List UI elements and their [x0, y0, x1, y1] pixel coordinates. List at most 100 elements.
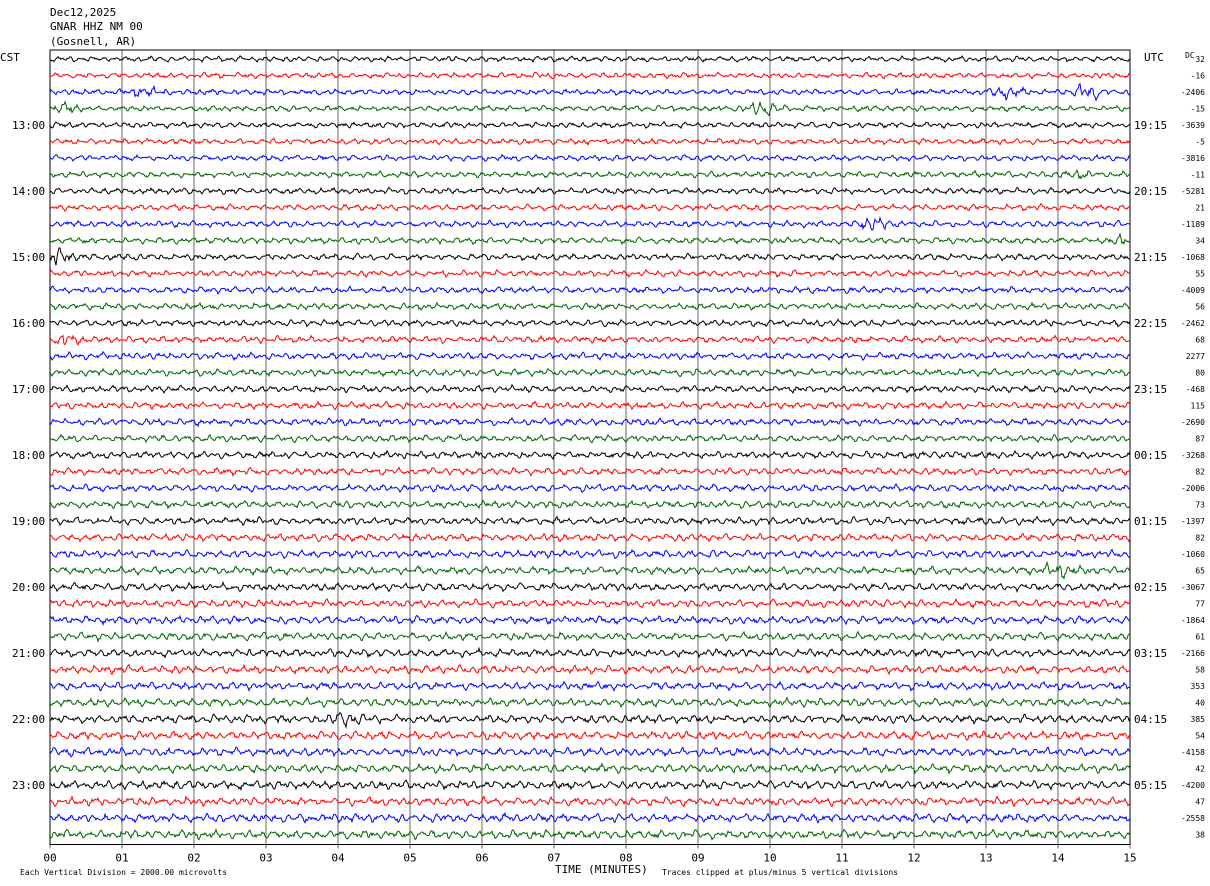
- dc-offset-label: -3268: [1181, 451, 1205, 460]
- seismic-trace: [49, 334, 1131, 346]
- dc-offset-label: 385: [1191, 715, 1206, 724]
- seismic-trace: [49, 828, 1131, 841]
- x-tick-label: 02: [187, 852, 200, 865]
- dc-offset-label: -2406: [1181, 88, 1205, 97]
- seismic-trace: [49, 285, 1131, 295]
- seismic-trace: [49, 268, 1131, 279]
- seismic-trace: [49, 433, 1131, 444]
- dc-offset-label: -1189: [1181, 220, 1205, 229]
- seismic-trace: [49, 247, 1131, 266]
- seismic-trace: [49, 630, 1131, 643]
- seismic-trace: [49, 515, 1131, 527]
- right-hour-label: 21:15: [1134, 251, 1167, 264]
- dc-offset-label: 34: [1195, 237, 1205, 246]
- seismic-trace: [49, 580, 1131, 593]
- footer-scale-note: Each Vertical Division = 2000.00 microvo…: [20, 868, 227, 877]
- grid-layer: [49, 49, 1131, 849]
- x-tick-label: 09: [691, 852, 704, 865]
- seismic-trace: [49, 186, 1131, 196]
- dc-offset-label: 55: [1195, 270, 1205, 279]
- seismic-trace: [49, 100, 1131, 117]
- x-tick-label: 06: [475, 852, 488, 865]
- dc-offset-label: 21: [1195, 204, 1205, 213]
- seismic-trace: [49, 795, 1131, 808]
- plot-frame: [49, 49, 1131, 845]
- dc-offset-label: 47: [1195, 798, 1205, 807]
- seismic-trace: [49, 597, 1131, 610]
- x-tick-label: 11: [835, 852, 848, 865]
- dc-offset-label: -5281: [1181, 187, 1205, 196]
- x-tick-label: 03: [259, 852, 272, 865]
- right-hour-label: 02:15: [1134, 581, 1167, 594]
- header-date: Dec12,2025: [50, 6, 116, 19]
- dc-offset-label: 115: [1191, 402, 1206, 411]
- dc-offset-label: 77: [1195, 600, 1205, 609]
- seismic-trace: [49, 711, 1131, 729]
- x-tick-label: 10: [763, 852, 776, 865]
- seismic-trace: [49, 55, 1131, 64]
- seismic-trace: [49, 499, 1131, 510]
- left-hour-label: 23:00: [12, 779, 45, 792]
- x-tick-label: 07: [547, 852, 560, 865]
- dc-offset-label: -2558: [1181, 814, 1205, 823]
- dc-offset-label: 32: [1195, 55, 1205, 64]
- left-hour-label: 14:00: [12, 185, 45, 198]
- footer-clip-note: Traces clipped at plus/minus 5 vertical …: [662, 868, 898, 877]
- left-hour-label: 15:00: [12, 251, 45, 264]
- dc-offset-label: 87: [1195, 435, 1205, 444]
- dc-offset-label: -4009: [1181, 286, 1205, 295]
- dc-offset-label: 61: [1195, 633, 1205, 642]
- seismic-trace: [49, 729, 1131, 741]
- dc-offset-label: -15: [1191, 105, 1206, 114]
- dc-offset-label: 82: [1195, 468, 1205, 477]
- dc-offset-label: -3067: [1181, 583, 1205, 592]
- right-timezone-label: UTC: [1144, 51, 1164, 64]
- seismic-trace: [49, 350, 1131, 362]
- dc-offset-label: 73: [1195, 501, 1205, 510]
- left-hour-label: 18:00: [12, 449, 45, 462]
- dc-offset-label: -2462: [1181, 319, 1205, 328]
- right-hour-label: 03:15: [1134, 647, 1167, 660]
- left-hour-label: 20:00: [12, 581, 45, 594]
- right-hour-label: 00:15: [1134, 449, 1167, 462]
- dc-offset-label: -4200: [1181, 781, 1205, 790]
- seismic-trace: [49, 680, 1131, 692]
- seismic-trace: [49, 532, 1131, 543]
- dc-offset-label: 42: [1195, 765, 1205, 774]
- dc-offset-label: 80: [1195, 369, 1205, 378]
- right-hour-label: 04:15: [1134, 713, 1167, 726]
- seismic-trace: [49, 482, 1131, 494]
- dc-offset-label: 2277: [1186, 352, 1205, 361]
- dc-offset-label: 68: [1195, 336, 1205, 345]
- x-tick-label: 08: [619, 852, 632, 865]
- seismic-trace: [49, 449, 1131, 461]
- seismic-trace: [49, 216, 1131, 231]
- dc-offset-label: -3639: [1181, 121, 1205, 130]
- left-hour-label: 16:00: [12, 317, 45, 330]
- seismic-trace: [49, 417, 1131, 428]
- dc-offset-label: -11: [1191, 171, 1206, 180]
- seismic-trace: [49, 318, 1131, 328]
- seismic-trace: [49, 153, 1131, 162]
- seismic-trace: [49, 202, 1131, 212]
- left-timezone-label: CST: [0, 51, 20, 64]
- x-tick-label: 05: [403, 852, 416, 865]
- seismic-trace: [49, 663, 1131, 676]
- dc-offset-label: -1068: [1181, 253, 1205, 262]
- left-hour-label: 22:00: [12, 713, 45, 726]
- seismic-trace: [49, 614, 1131, 627]
- seismic-trace: [49, 696, 1131, 709]
- left-hour-label: 17:00: [12, 383, 45, 396]
- dc-offset-label: -3816: [1181, 154, 1205, 163]
- header-station: GNAR HHZ NM 00: [50, 20, 143, 33]
- dc-offset-label: -1060: [1181, 550, 1205, 559]
- seismic-trace: [49, 82, 1131, 102]
- seismic-trace: [49, 746, 1131, 758]
- x-tick-label: 12: [907, 852, 920, 865]
- x-axis-label: TIME (MINUTES): [555, 863, 648, 876]
- x-tick-label: 04: [331, 852, 345, 865]
- seismic-trace: [49, 560, 1131, 580]
- seismic-trace: [49, 646, 1131, 659]
- label-layer: 00 01 02 03 04 05 06 07 08 09 10 11 12 13 14 15 32 -16 -24…: [12, 55, 1205, 865]
